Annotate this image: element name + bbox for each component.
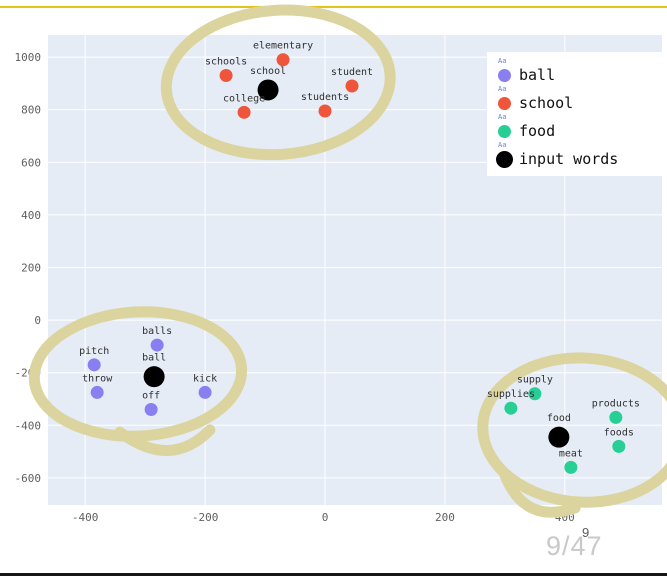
data-point-food[interactable] <box>548 426 570 448</box>
data-point-kick[interactable] <box>198 385 212 399</box>
legend-entry-ball[interactable]: Aa ball <box>495 57 667 86</box>
y-axis-tick-label: 0 <box>34 314 41 327</box>
y-axis-tick-label: 200 <box>21 262 41 275</box>
x-axis-tick-label: -200 <box>192 511 219 524</box>
data-point-school[interactable] <box>257 79 279 101</box>
point-label-supply: supply <box>517 375 553 386</box>
legend-marker: Aa <box>495 141 519 170</box>
legend-marker: Aa <box>495 57 519 86</box>
hand-drawn-highlight-stroke <box>114 424 216 456</box>
point-label-meat: meat <box>559 448 583 459</box>
point-label-ball: ball <box>142 353 166 364</box>
x-axis-tick-label: -400 <box>72 511 99 524</box>
x-axis-tick-label: 200 <box>435 511 455 524</box>
slide-bottom-rule <box>0 573 667 576</box>
data-point-balls[interactable] <box>150 338 164 352</box>
point-label-throw: throw <box>82 373 113 384</box>
point-label-students: students <box>301 92 349 103</box>
slide-top-rule <box>0 6 667 8</box>
data-point-meat[interactable] <box>564 460 578 474</box>
point-label-kick: kick <box>193 373 217 384</box>
data-point-college[interactable] <box>237 105 251 119</box>
legend-entry-input-words[interactable]: Aa input words <box>495 141 667 170</box>
food-series-dot-icon <box>498 125 511 138</box>
data-point-off[interactable] <box>144 403 158 417</box>
page-indicator: 9/47 <box>546 531 603 561</box>
point-label-supplies: supplies <box>487 389 535 400</box>
hand-drawn-highlight-ellipse <box>477 352 667 508</box>
data-point-foods[interactable] <box>612 439 626 453</box>
data-point-throw[interactable] <box>90 385 104 399</box>
legend-text-glyph: Aa <box>498 85 507 93</box>
legend-label-ball: ball <box>519 66 556 84</box>
legend-text-glyph: Aa <box>498 57 507 65</box>
data-point-ball[interactable] <box>143 366 165 388</box>
data-point-schools[interactable] <box>219 69 233 83</box>
legend-label-food: food <box>519 122 556 140</box>
legend-marker: Aa <box>495 113 519 142</box>
y-axis-tick-label: -400 <box>15 419 42 432</box>
data-point-pitch[interactable] <box>87 358 101 372</box>
hand-drawn-highlight-ellipse <box>28 306 248 442</box>
legend-entry-food[interactable]: Aa food <box>495 113 667 142</box>
school-series-dot-icon <box>498 97 511 110</box>
point-label-products: products <box>592 398 640 409</box>
point-label-student: student <box>331 67 373 78</box>
input-words-series-dot-icon <box>496 151 513 168</box>
legend-text-glyph: Aa <box>498 141 507 149</box>
y-axis-tick-label: 800 <box>21 104 41 117</box>
point-label-pitch: pitch <box>79 346 109 357</box>
data-point-products[interactable] <box>609 410 623 424</box>
x-axis-tick-label: 0 <box>322 511 329 524</box>
chart-legend: Aa ball Aa school Aa food Aa input wo <box>487 52 667 176</box>
legend-entry-school[interactable]: Aa school <box>495 85 667 114</box>
point-label-foods: foods <box>604 427 634 438</box>
y-axis-tick-label: -600 <box>15 472 42 485</box>
hand-drawn-highlight-ellipse <box>160 4 396 161</box>
point-label-elementary: elementary <box>253 41 313 52</box>
data-point-elementary[interactable] <box>276 53 290 67</box>
legend-label-school: school <box>519 94 574 112</box>
data-point-student[interactable] <box>345 79 359 93</box>
legend-label-input-words: input words <box>519 150 619 168</box>
point-label-food: food <box>547 413 571 424</box>
point-label-off: off <box>142 391 160 402</box>
point-label-school: school <box>250 66 286 77</box>
data-point-supply[interactable] <box>528 387 542 401</box>
page-number-overlay: 9 <box>582 525 590 540</box>
point-label-schools: schools <box>205 57 247 68</box>
data-point-students[interactable] <box>318 104 332 118</box>
y-axis-tick-label: 400 <box>21 209 41 222</box>
ball-series-dot-icon <box>498 69 511 82</box>
legend-text-glyph: Aa <box>498 113 507 121</box>
y-axis-tick-label: 1000 <box>15 51 42 64</box>
hand-drawn-highlight-stroke <box>499 469 581 518</box>
legend-marker: Aa <box>495 85 519 114</box>
data-point-supplies[interactable] <box>504 401 518 415</box>
y-axis-tick-label: 600 <box>21 156 41 169</box>
point-label-college: college <box>223 93 265 104</box>
point-label-balls: balls <box>142 326 172 337</box>
